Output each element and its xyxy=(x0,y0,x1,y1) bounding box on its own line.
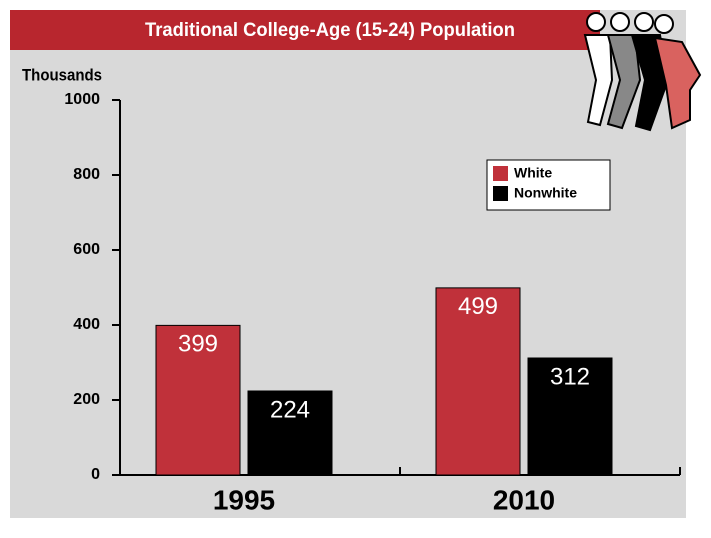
data-label: 399 xyxy=(178,331,218,358)
data-label: 499 xyxy=(458,293,498,320)
y-tick-label: 0 xyxy=(91,466,100,483)
y-tick-label: 1000 xyxy=(64,91,100,108)
legend-label: White xyxy=(514,165,552,181)
y-axis-label: Thousands xyxy=(22,65,102,84)
data-label: 224 xyxy=(270,396,310,423)
y-tick-label: 600 xyxy=(73,241,100,258)
legend-label: Nonwhite xyxy=(514,185,577,201)
chart-title: Traditional College-Age (15-24) Populati… xyxy=(145,20,515,41)
legend: White Nonwhite xyxy=(487,160,610,210)
y-tick-label: 800 xyxy=(73,166,100,183)
y-tick-label: 400 xyxy=(73,316,100,333)
y-tick-label: 200 xyxy=(73,391,100,408)
x-tick-label: 1995 xyxy=(213,484,275,515)
data-label: 312 xyxy=(550,363,590,390)
x-tick-label: 2010 xyxy=(493,484,555,515)
legend-swatch xyxy=(493,166,508,181)
chart: Traditional College-Age (15-24) Populati… xyxy=(0,0,711,533)
legend-swatch xyxy=(493,186,508,201)
